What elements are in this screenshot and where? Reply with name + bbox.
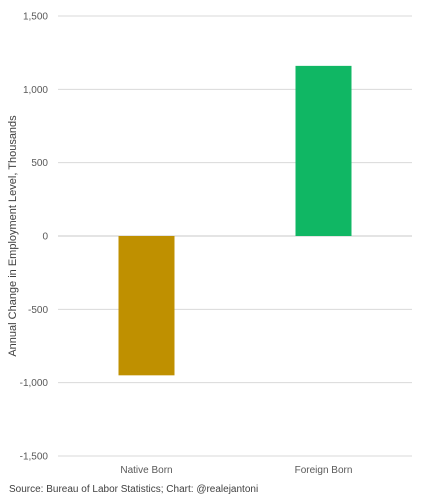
x-tick-label: Foreign Born (295, 465, 353, 476)
y-tick-label: -1,000 (20, 378, 49, 389)
source-note: Source: Bureau of Labor Statistics; Char… (9, 484, 259, 495)
x-axis-tick-labels: Native Born Foreign Born (120, 465, 352, 476)
bar-native-born (118, 236, 175, 376)
y-axis-title: Annual Change in Employment Level, Thous… (7, 115, 19, 357)
y-tick-label: 1,000 (23, 85, 48, 96)
bar-foreign-born (295, 65, 352, 236)
y-axis-tick-labels: 1,500 1,000 500 0 -500 -1,000 -1,500 (20, 12, 49, 463)
y-tick-label: 1,500 (23, 12, 48, 23)
gridlines (58, 15, 412, 457)
y-tick-label: 500 (31, 158, 48, 169)
y-tick-label: 0 (42, 232, 48, 243)
y-tick-label: -1,500 (20, 452, 49, 463)
bars (118, 65, 352, 376)
y-tick-label: -500 (28, 305, 48, 316)
x-tick-label: Native Born (120, 465, 172, 476)
